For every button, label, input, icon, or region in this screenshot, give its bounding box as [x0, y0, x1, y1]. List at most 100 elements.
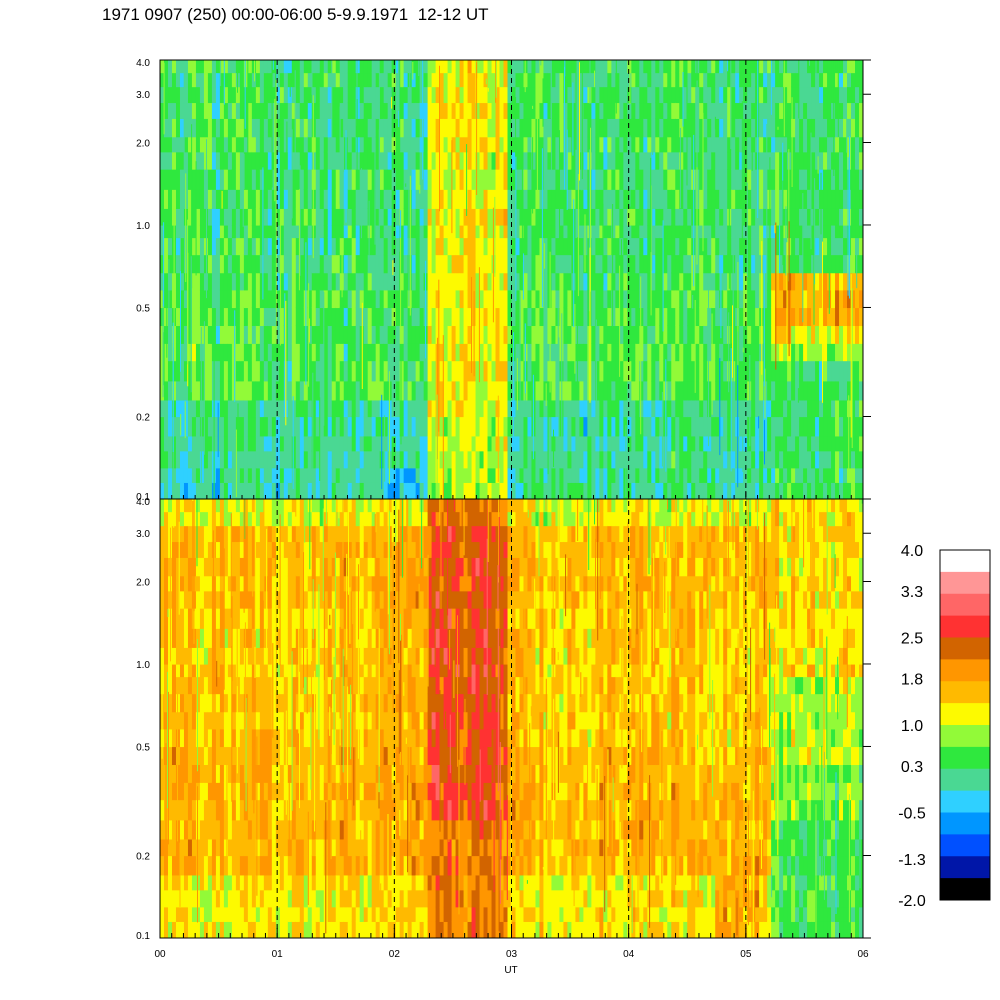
spectrogram-cell: [539, 169, 545, 190]
spectrogram-cell: [599, 325, 604, 344]
spectrogram-cell: [351, 208, 357, 226]
spectrogram-cell: [411, 343, 417, 362]
spectrogram-cell: [751, 272, 756, 291]
spectrogram-cell: [167, 237, 173, 256]
spectrogram-cell: [803, 399, 808, 418]
spectrogram-cell: [667, 416, 672, 437]
spectrogram-cell: [735, 72, 740, 88]
spectrogram-cell: [203, 380, 209, 401]
spectrogram-cell: [383, 435, 389, 452]
spectrogram-cell: [475, 237, 481, 256]
spectrogram-cell: [827, 450, 832, 469]
spectrogram-cell: [215, 86, 221, 104]
spectrogram-cell: [163, 541, 169, 558]
spectrogram-cell: [463, 189, 469, 209]
spectrogram-cell: [355, 450, 361, 469]
spectrogram-cell: [319, 136, 325, 153]
spectrogram-cell: [859, 325, 863, 344]
spectrogram-cell: [859, 435, 863, 452]
spectrogram-cell: [571, 189, 576, 209]
spectrogram-cell: [411, 272, 417, 291]
spectrogram-cell: [367, 272, 373, 291]
spectrogram-cell: [639, 360, 644, 382]
spectrogram-cell: [579, 343, 584, 362]
spectrogram-cell: [183, 906, 189, 922]
spectrogram-cell: [183, 118, 189, 138]
spectrogram-cell: [167, 467, 173, 483]
spectrogram-cell: [195, 151, 201, 170]
spectrogram-cell: [787, 118, 792, 138]
spectrogram-cell: [763, 189, 768, 209]
spectrogram-cell: [667, 380, 672, 401]
spectrogram-cell: [695, 467, 700, 483]
spectrogram-cell: [643, 450, 648, 469]
spectrogram-cell: [255, 151, 261, 170]
spectrogram-cell: [207, 60, 213, 74]
spectrogram-cell: [363, 343, 369, 362]
spectrogram-cell: [835, 72, 840, 88]
spectrogram-cell: [827, 118, 832, 138]
spectrogram-cell: [679, 72, 684, 88]
spectrogram-cell: [807, 224, 812, 239]
spectrogram-cell: [759, 60, 764, 74]
spectrogram-cell: [583, 136, 588, 153]
spectrogram-cell: [807, 151, 812, 170]
spectrogram-cell: [567, 136, 573, 153]
spectrogram-cell: [491, 102, 497, 119]
spectrogram-cell: [827, 467, 832, 483]
spectrogram-cell: [195, 102, 201, 119]
spectrogram-cell: [763, 86, 768, 104]
spectrogram-cell: [167, 663, 173, 678]
spectrogram-cell: [499, 307, 505, 327]
spectrogram-cell: [499, 237, 505, 256]
spectrogram-cell: [319, 325, 325, 344]
spectrogram-cell: [487, 482, 493, 499]
spectrogram-cell: [287, 151, 293, 170]
spectrogram-cell: [831, 289, 836, 309]
spectrogram-cell: [795, 189, 800, 209]
spectrogram-cell: [655, 467, 660, 483]
spectrogram-cell: [843, 380, 848, 401]
spectrogram-cell: [431, 118, 437, 138]
spectrogram-cell: [175, 307, 181, 327]
spectrogram-cell: [355, 224, 361, 239]
spectrogram-cell: [211, 86, 217, 104]
spectrogram-cell: [183, 224, 189, 239]
spectrogram-cell: [555, 151, 561, 170]
spectrogram-cell: [443, 482, 449, 499]
spectrogram-cell: [495, 136, 501, 153]
spectrogram-cell: [731, 482, 736, 499]
spectrogram-cell: [247, 325, 253, 344]
spectrogram-cell: [639, 399, 644, 418]
spectrogram-cell: [407, 467, 413, 483]
spectrogram-cell: [847, 467, 852, 483]
spectrogram-cell: [783, 169, 788, 190]
spectrogram-cell: [183, 307, 189, 327]
spectrogram-cell: [635, 380, 640, 401]
spectrogram-cell: [439, 450, 445, 469]
spectrogram-cell: [571, 151, 576, 170]
spectrogram-cell: [839, 289, 844, 309]
spectrogram-cell: [287, 72, 293, 88]
spectrogram-cell: [771, 399, 776, 418]
spectrogram-cell: [615, 272, 620, 291]
spectrogram-cell: [179, 764, 185, 783]
spectrogram-cell: [359, 72, 365, 88]
spectrogram-cell: [503, 254, 509, 274]
spectrogram-cell: [599, 450, 604, 469]
spectrogram-cell: [559, 189, 565, 209]
spectrogram-cell: [283, 467, 289, 483]
spectrogram-cell: [487, 343, 493, 362]
spectrogram-cell: [383, 224, 389, 239]
spectrogram-cell: [503, 380, 509, 401]
spectrogram-cell: [351, 136, 357, 153]
spectrogram-cell: [247, 208, 253, 226]
spectrogram-cell: [631, 224, 636, 239]
spectrogram-cell: [231, 450, 237, 469]
spectrogram-cell: [839, 380, 844, 401]
spectrogram-cell: [487, 272, 493, 291]
spectrogram-cell: [411, 307, 417, 327]
spectrogram-cell: [279, 360, 285, 382]
spectrogram-cell: [175, 60, 181, 74]
spectrogram-cell: [363, 86, 369, 104]
